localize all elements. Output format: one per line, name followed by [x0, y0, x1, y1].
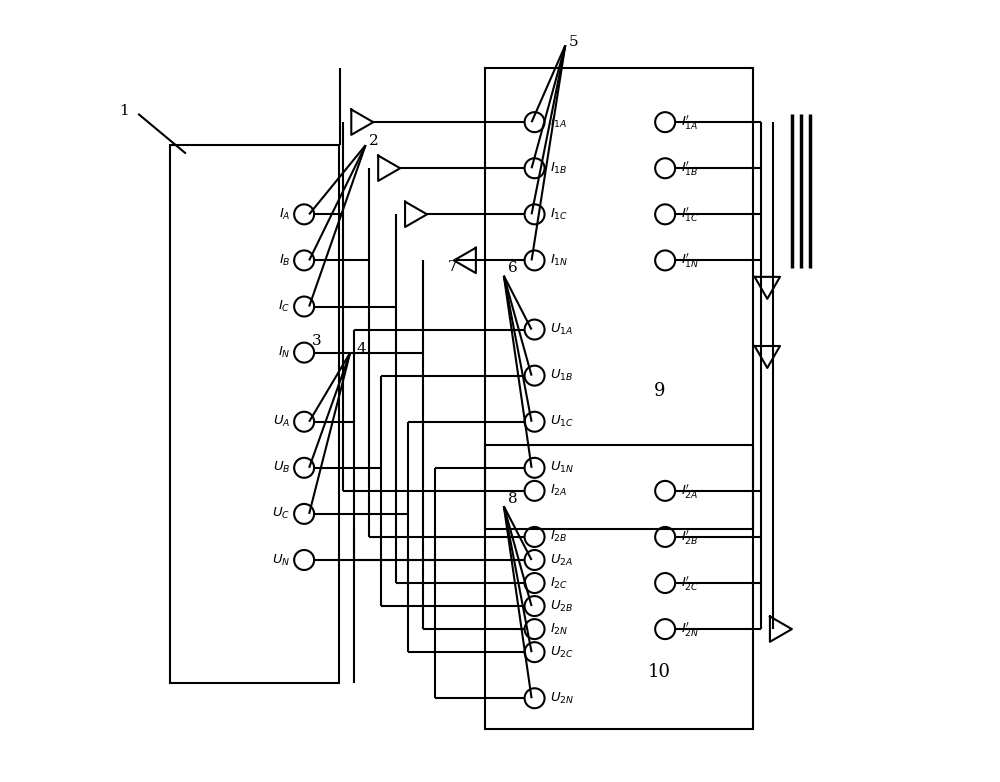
Text: $I_N$: $I_N$	[278, 345, 290, 361]
Text: $I_{1C}$: $I_{1C}$	[550, 206, 568, 222]
Text: $U_{1B}$: $U_{1B}$	[550, 368, 573, 383]
Text: $U_{1C}$: $U_{1C}$	[550, 414, 574, 429]
Text: 3: 3	[312, 334, 321, 348]
Text: 1: 1	[119, 104, 129, 117]
Bar	[170, 145, 339, 683]
Text: $U_A$: $U_A$	[273, 414, 290, 429]
Text: $I_{2C}'$: $I_{2C}'$	[681, 574, 699, 592]
Text: $U_{1N}$: $U_{1N}$	[550, 461, 574, 475]
Text: $I_{1N}$: $I_{1N}$	[550, 253, 568, 268]
Text: $I_{1B}$: $I_{1B}$	[550, 160, 568, 176]
Text: $I_{1A}'$: $I_{1A}'$	[681, 113, 698, 131]
Text: $U_{1A}$: $U_{1A}$	[550, 322, 573, 337]
Text: $I_{2A}'$: $I_{2A}'$	[681, 482, 698, 500]
Text: $U_B$: $U_B$	[273, 461, 290, 475]
Text: 6: 6	[508, 261, 517, 275]
Text: $I_{2B}$: $I_{2B}$	[550, 529, 568, 544]
Text: $I_{1C}'$: $I_{1C}'$	[681, 206, 699, 224]
Text: $I_{2C}$: $I_{2C}$	[550, 576, 568, 590]
Bar	[485, 445, 753, 729]
Text: $I_{2A}$: $I_{2A}$	[550, 483, 567, 498]
Text: $I_{2N}'$: $I_{2N}'$	[681, 620, 699, 638]
Text: $U_N$: $U_N$	[272, 552, 290, 568]
Text: $U_{2A}$: $U_{2A}$	[550, 552, 573, 568]
Text: 7: 7	[448, 260, 458, 274]
Text: 4: 4	[356, 342, 366, 356]
Text: $U_{2C}$: $U_{2C}$	[550, 644, 574, 660]
Text: 2: 2	[369, 135, 379, 149]
Text: $I_A$: $I_A$	[279, 206, 290, 222]
Text: $U_{2N}$: $U_{2N}$	[550, 691, 574, 706]
Text: $U_C$: $U_C$	[272, 507, 290, 522]
Text: 9: 9	[654, 382, 665, 400]
Text: 5: 5	[569, 34, 579, 48]
Text: $I_{1A}$: $I_{1A}$	[550, 115, 567, 130]
Text: $I_C$: $I_C$	[278, 299, 290, 314]
Text: $I_{2N}$: $I_{2N}$	[550, 622, 568, 637]
Bar	[485, 68, 753, 529]
Text: 10: 10	[648, 663, 671, 681]
Text: $U_{2B}$: $U_{2B}$	[550, 598, 573, 614]
Text: 8: 8	[508, 492, 517, 505]
Text: $I_{1B}'$: $I_{1B}'$	[681, 160, 698, 178]
Text: $I_{1N}'$: $I_{1N}'$	[681, 252, 699, 270]
Text: $I_B$: $I_B$	[279, 253, 290, 268]
Text: $I_{2B}'$: $I_{2B}'$	[681, 528, 698, 546]
